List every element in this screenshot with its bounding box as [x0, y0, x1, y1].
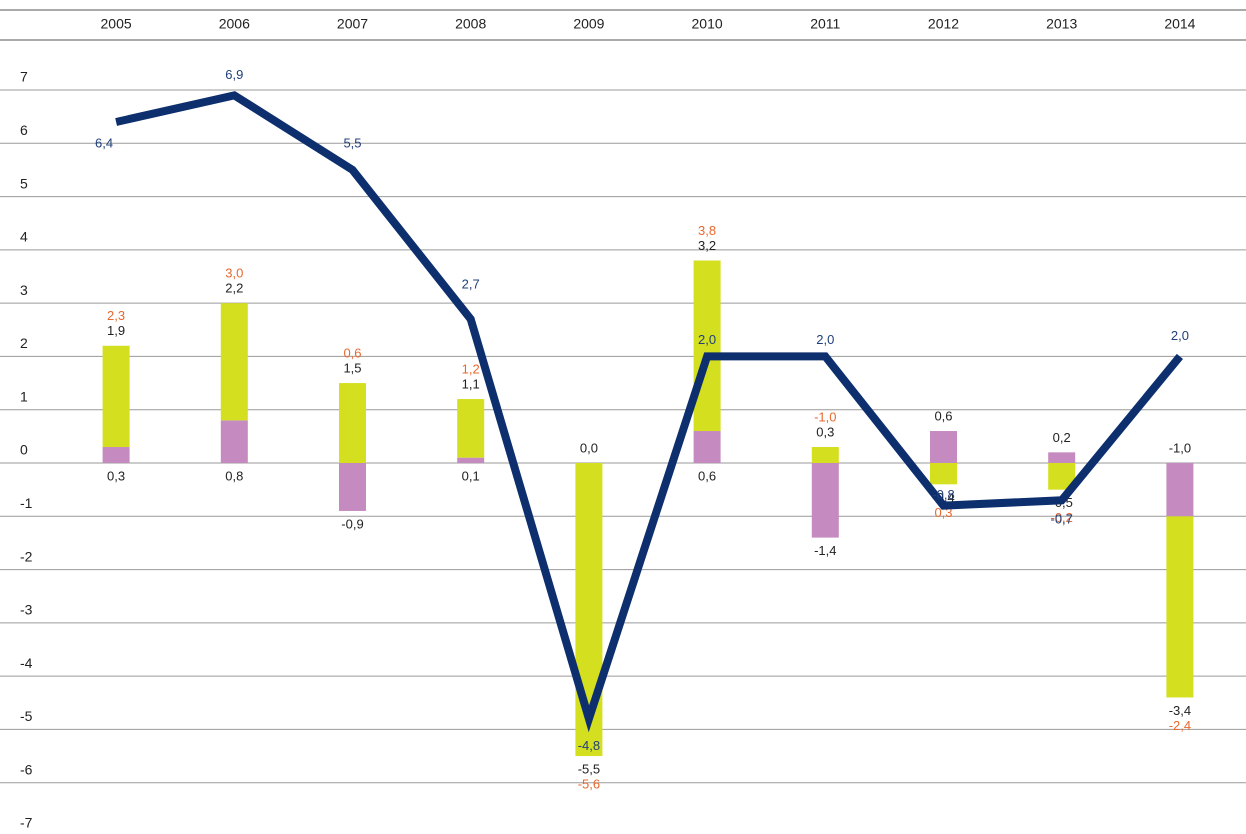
extra-value-label: 1,2 — [462, 361, 480, 376]
extra-value-label: -1,0 — [814, 409, 836, 424]
y-tick-label: -6 — [20, 761, 33, 777]
bar-value-label: -5,5 — [578, 762, 600, 777]
y-tick-label: 2 — [20, 335, 28, 351]
x-tick-label: 2006 — [219, 16, 250, 32]
bar-value-label: 0,6 — [934, 408, 952, 423]
line-value-label: 5,5 — [343, 135, 361, 150]
y-tick-label: 3 — [20, 282, 28, 298]
bar-segment — [339, 383, 366, 463]
y-tick-label: -7 — [20, 815, 33, 831]
extra-value-label: 2,3 — [107, 308, 125, 323]
bar-value-label: 1,5 — [343, 361, 361, 376]
bar-value-label: 2,2 — [225, 281, 243, 296]
bar-segment — [102, 345, 130, 448]
y-tick-label: -4 — [20, 655, 33, 671]
bar-value-label: 0,8 — [225, 468, 243, 483]
line-value-label: -0,8 — [932, 487, 954, 502]
bar-segment — [457, 399, 485, 458]
x-tick-label: 2008 — [455, 16, 486, 32]
line-value-label: 2,0 — [1171, 328, 1189, 343]
bar-value-label: -1,4 — [814, 543, 836, 558]
bar-segment — [339, 463, 366, 511]
x-tick-label: 2014 — [1164, 16, 1195, 32]
extra-value-label: 3,8 — [698, 223, 716, 238]
bar-segment — [693, 260, 721, 432]
y-tick-label: 1 — [20, 388, 28, 404]
bar-value-label: -0,9 — [341, 516, 363, 531]
bar-value-label: 3,2 — [698, 238, 716, 253]
y-tick-label: 6 — [20, 122, 28, 138]
bar-segment — [811, 447, 839, 463]
bar-value-label: 0,0 — [580, 440, 598, 455]
bar-segment — [457, 457, 485, 463]
line-value-label: 2,7 — [462, 277, 480, 292]
extra-value-label: 3,0 — [225, 266, 243, 281]
bar-segment — [102, 447, 130, 463]
bar-value-label: -3,4 — [1169, 703, 1191, 718]
bar-value-label: 0,2 — [1053, 430, 1071, 445]
bar-segment — [811, 463, 839, 538]
bar-segment — [220, 303, 248, 421]
line-value-label: 2,0 — [698, 332, 716, 347]
x-tick-label: 2011 — [810, 16, 840, 32]
bar-value-label: -1,0 — [1169, 440, 1191, 455]
extra-value-label: -5,6 — [578, 777, 600, 792]
extra-value-label: 0,6 — [343, 346, 361, 361]
line-value-label: 6,9 — [225, 67, 243, 82]
bar-segment — [930, 431, 957, 463]
bar-segment — [1166, 516, 1194, 698]
bar-segment — [1048, 452, 1076, 463]
line-value-label: -4,8 — [578, 738, 600, 753]
line-series — [115, 91, 1183, 733]
y-tick-label: -1 — [20, 495, 33, 511]
y-tick-label: 7 — [20, 69, 28, 85]
bar-value-label: 0,1 — [462, 468, 480, 483]
extra-value-label: -2,4 — [1169, 718, 1191, 733]
bar-value-label: 0,3 — [107, 468, 125, 483]
x-tick-label: 2005 — [101, 16, 132, 32]
x-tick-label: 2007 — [337, 16, 368, 32]
bar-value-label: 1,9 — [107, 323, 125, 338]
y-tick-label: 4 — [20, 229, 28, 245]
y-tick-label: -3 — [20, 602, 33, 618]
line-value-label: 2,0 — [816, 332, 834, 347]
extra-value-label: -0,2 — [1050, 510, 1072, 525]
bar-value-label: 1,1 — [462, 376, 480, 391]
x-tick-label: 2012 — [928, 16, 959, 32]
line-value-label: 6,4 — [95, 135, 113, 150]
bar-value-label: 0,6 — [698, 468, 716, 483]
bar-segment — [1166, 463, 1194, 517]
line-value-label: -0,7 — [1050, 512, 1072, 527]
bar-segment — [693, 431, 721, 463]
y-tick-label: -2 — [20, 548, 33, 564]
y-tick-label: -5 — [20, 708, 33, 724]
bar-value-label: 0,3 — [816, 424, 834, 439]
y-tick-label: 5 — [20, 175, 28, 191]
x-tick-label: 2013 — [1046, 16, 1077, 32]
y-tick-label: 0 — [20, 442, 28, 458]
bar-segment — [930, 463, 957, 485]
bar-segment — [220, 420, 248, 463]
x-tick-label: 2009 — [573, 16, 604, 32]
x-tick-label: 2010 — [692, 16, 723, 32]
